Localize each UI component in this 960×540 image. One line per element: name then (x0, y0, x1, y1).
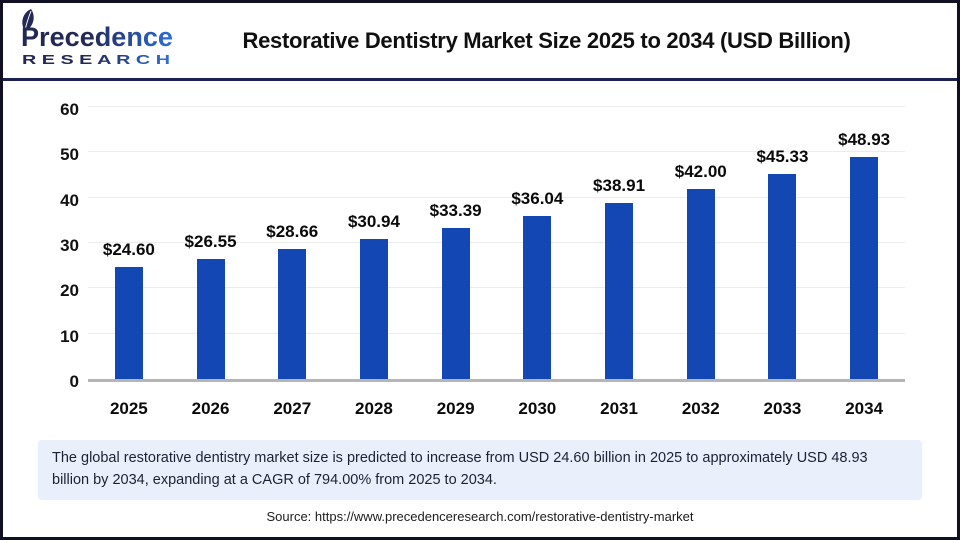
bar-2027 (278, 249, 307, 379)
bar-2028 (359, 238, 388, 379)
y-tick-label: 60 (60, 100, 79, 119)
gridline (88, 106, 905, 107)
bar-2032 (686, 188, 715, 379)
y-tick-label: 10 (60, 326, 79, 346)
x-tick-label: 2029 (436, 399, 475, 418)
bar-2025 (114, 267, 143, 379)
y-tick-label: 50 (60, 145, 79, 165)
x-tick-label: 2026 (191, 399, 230, 418)
source-line: Source: https://www.precedenceresearch.c… (266, 508, 694, 524)
bar-2026 (196, 258, 225, 379)
bar-chart: 0 10 20 30 40 50 60 $24.60 $26.55 $28.66 $30.94 $3… (3, 81, 957, 433)
x-tick-label: 2034 (845, 399, 884, 418)
bar-value-label: $33.39 (429, 200, 482, 220)
brand-logo: Precedence R E S E A R C H (19, 8, 184, 73)
bar-value-label: $28.66 (266, 222, 319, 242)
x-axis: 2025 2026 2027 2028 2029 2030 2031 2032 2033 2034 (88, 399, 905, 425)
bar-value-label: $24.60 (102, 240, 155, 260)
bar-value-label: $38.91 (593, 175, 646, 195)
bar-2029 (441, 227, 470, 379)
precedence-research-logo-graphic: Precedence R E S E A R C H (21, 9, 173, 67)
bar-value-label: $36.04 (511, 188, 564, 208)
summary-note: The global restorative dentistry market … (38, 440, 922, 500)
y-tick-label: 20 (60, 281, 79, 301)
bar-2033 (768, 173, 797, 379)
bar-value-label: $45.33 (756, 146, 809, 166)
gridline (88, 242, 905, 243)
x-tick-label: 2030 (518, 399, 557, 418)
x-tick-label: 2028 (355, 399, 393, 418)
plot-area: $24.60 $26.55 $28.66 $30.94 $33.39 $36.04 $38.… (88, 106, 905, 382)
page-title: Restorative Dentistry Market Size 2025 t… (242, 27, 851, 53)
gridline (88, 287, 905, 289)
header: Precedence R E S E A R C H Restorative D… (3, 3, 957, 81)
bar-value-label: $48.93 (838, 130, 891, 150)
gridline (88, 151, 905, 153)
y-axis: 0 10 20 30 40 50 60 (3, 100, 79, 391)
y-tick-label: 0 (69, 372, 79, 391)
bar-value-label: $30.94 (347, 211, 400, 231)
bar-2034 (850, 157, 879, 379)
gridline (88, 196, 905, 198)
bar-2030 (523, 215, 552, 379)
y-tick-label: 30 (60, 236, 79, 255)
bar-value-label: $26.55 (184, 231, 237, 251)
x-tick-label: 2033 (763, 399, 802, 418)
bar-value-label: $42.00 (674, 161, 727, 181)
logo-sub-text: R E S E A R C H (22, 52, 170, 67)
bar-2031 (605, 202, 634, 379)
logo-brand-text: Precedence (21, 22, 173, 52)
x-tick-label: 2027 (273, 399, 312, 418)
x-tick-label: 2032 (681, 399, 720, 418)
x-tick-label: 2031 (600, 399, 638, 418)
x-tick-label: 2025 (109, 399, 148, 418)
y-tick-label: 40 (60, 190, 79, 210)
gridline (88, 332, 905, 334)
